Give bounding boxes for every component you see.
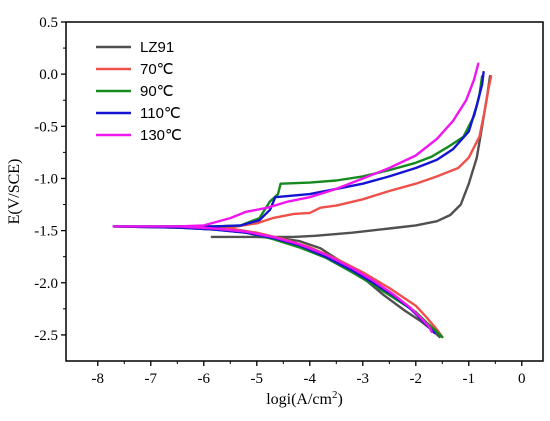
x-tick-label: -5 [251,371,264,387]
series-layer [112,62,493,339]
y-tick-label: -1.0 [34,171,58,187]
x-axis-title-main: logi(A/cm [266,391,332,408]
x-tick-label: -1 [463,371,476,387]
legend-label-1: 70℃ [140,61,174,78]
legend-label-4: 130℃ [140,127,182,144]
x-tick-label: -6 [198,371,211,387]
plot-frame [65,21,544,362]
y-axis-title: E(V/SCE) [6,159,23,225]
y-tick-label: 0.0 [39,67,58,83]
legend: LZ91 70℃ 90℃ 110℃ 130℃ [96,39,182,144]
x-tick-label: -2 [410,371,423,387]
x-tick-label: 0 [518,371,526,387]
x-tick-label: -8 [92,371,105,387]
y-tick-label: -0.5 [34,119,58,135]
x-tick-label: -4 [304,371,317,387]
y-tick-label: -2.0 [34,276,58,292]
x-tick-label: -7 [145,371,158,387]
x-tick-label: -3 [357,371,370,387]
y-tick-label: -2.5 [34,328,58,344]
x-axis-title: logi(A/cm2) [266,389,343,408]
series-line-4 [112,62,480,333]
y-tick-label: 0.5 [39,15,58,31]
legend-label-3: 110℃ [140,105,181,122]
x-axis-title-end: ) [337,391,342,408]
y-axis: -2.5 -2.0 -1.5 -1.0 -0.5 0.0 0.5 [34,15,66,344]
legend-label-2: 90℃ [140,83,174,100]
x-axis-title-superscript: 2 [332,389,338,401]
x-axis: -8 -7 -6 -5 -4 -3 -2 -1 0 [92,361,526,387]
y-tick-label: -1.5 [34,224,58,240]
legend-label-0: LZ91 [140,39,174,56]
